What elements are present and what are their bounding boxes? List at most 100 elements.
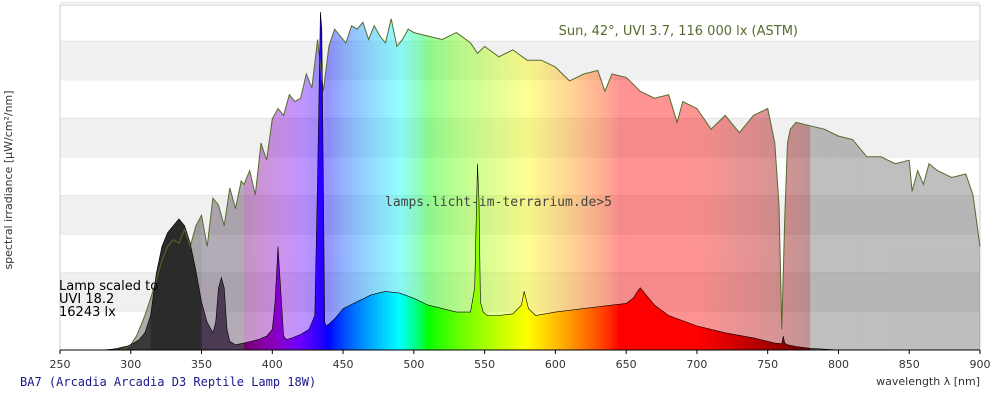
spectrum-strip	[402, 18, 406, 350]
spectrum-strip	[849, 18, 854, 350]
spectrum-strip	[354, 18, 358, 350]
spectrum-strip	[903, 18, 907, 350]
x-tick-label: 350	[191, 358, 212, 371]
spectrum-strip	[527, 18, 531, 350]
spectrum-strip	[481, 18, 486, 350]
spectrum-strip	[255, 18, 259, 350]
spectrum-strip	[790, 18, 794, 350]
x-tick-label: 500	[403, 358, 424, 371]
spectrum-strip	[940, 18, 944, 350]
spectrum-strip	[810, 18, 814, 350]
spectrum-strip	[742, 18, 746, 350]
spectrum-strip	[297, 18, 302, 350]
spectrum-strip	[498, 18, 503, 350]
spectrum-strip	[360, 18, 364, 350]
spectrum-strip	[739, 18, 743, 350]
spectrum-strip	[951, 18, 956, 350]
spectrum-strip	[824, 18, 828, 350]
spectrum-strip	[906, 18, 910, 350]
spectrum-strip	[286, 18, 290, 350]
spectrum-strip	[510, 18, 514, 350]
grid-band	[60, 272, 980, 312]
spectrum-strip	[272, 18, 276, 350]
x-tick-label: 750	[757, 358, 778, 371]
spectrum-strip	[368, 18, 372, 350]
spectrum-strip	[688, 18, 692, 350]
spectrum-strip	[880, 18, 885, 350]
spectrum-strip	[592, 18, 596, 350]
spectrum-strip	[490, 18, 494, 350]
spectrum-strip	[827, 18, 831, 350]
spectrum-strip	[640, 18, 644, 350]
spectrum-strip	[841, 18, 845, 350]
spectrum-strip	[326, 18, 330, 350]
spectrum-strip	[691, 18, 695, 350]
spectrum-strip	[923, 18, 927, 350]
spectrum-strip	[798, 18, 803, 350]
spectrum-strip	[541, 18, 545, 350]
spectrum-strip	[589, 18, 593, 350]
spectrum-strip	[620, 18, 624, 350]
spectrum-strip	[459, 18, 463, 350]
spectrum-strip	[603, 18, 607, 350]
spectrum-strip	[767, 18, 772, 350]
spectrum-strip	[914, 18, 919, 350]
spectrum-strip	[931, 18, 936, 350]
spectrum-strip	[300, 18, 305, 350]
spectrum-strip	[453, 18, 457, 350]
spectrum-strip	[362, 18, 367, 350]
spectrum-strip	[651, 18, 656, 350]
spectrum-strip	[275, 18, 279, 350]
spectrum-strip	[702, 18, 707, 350]
spectrum-strip	[753, 18, 757, 350]
spectrum-strip	[660, 18, 664, 350]
spectrum-strip	[671, 18, 675, 350]
spectrum-strip	[946, 18, 950, 350]
spectrum-strip	[628, 18, 633, 350]
spectrum-strip	[371, 18, 375, 350]
spectrum-strip	[764, 18, 769, 350]
spectrum-strip	[711, 18, 715, 350]
spectrum-strip	[340, 18, 344, 350]
spectrum-strip	[461, 18, 466, 350]
spectrum-strip	[470, 18, 474, 350]
spectrum-strip	[580, 18, 585, 350]
spectrum-strip	[450, 18, 455, 350]
spectrum-strip	[846, 18, 851, 350]
spectrum-strip	[909, 18, 913, 350]
x-tick-label: 800	[828, 358, 849, 371]
spectrum-strip	[258, 18, 262, 350]
spectrum-strip	[818, 18, 823, 350]
spectrum-strip	[374, 18, 378, 350]
spectrum-strip	[382, 18, 387, 350]
spectrum-strip	[337, 18, 341, 350]
x-tick-label: 250	[50, 358, 71, 371]
spectrum-strip	[439, 18, 443, 350]
spectrum-strip	[892, 18, 896, 350]
spectrum-strip	[546, 18, 551, 350]
x-axis	[59, 349, 981, 354]
spectrum-strip	[419, 18, 423, 350]
lamp-label-line-2: UVI 18.2	[59, 292, 114, 307]
sun-spectrum-line	[119, 18, 981, 351]
lamp-label-line-1: Lamp scaled to	[59, 279, 158, 294]
spectrum-strip	[413, 18, 418, 350]
spectrum-strip	[388, 18, 392, 350]
spectrum-strip	[889, 18, 893, 350]
spectrum-strip	[529, 18, 534, 350]
spectrum-strip	[478, 18, 483, 350]
spectrum-strip	[433, 18, 438, 350]
spectrum-strip	[260, 18, 265, 350]
spectrum-strip	[430, 18, 435, 350]
spectrum-strip	[773, 18, 777, 350]
spectrum-strip	[920, 18, 924, 350]
spectrum-strip	[303, 18, 307, 350]
spectrum-strip	[637, 18, 641, 350]
spectrum-strip	[716, 18, 721, 350]
spectrum-strip	[926, 18, 930, 350]
grid-band	[60, 41, 980, 80]
spectrum-strip	[960, 18, 964, 350]
spectrum-strip	[682, 18, 687, 350]
grid-band	[60, 118, 980, 157]
spectrum-strip	[269, 18, 273, 350]
